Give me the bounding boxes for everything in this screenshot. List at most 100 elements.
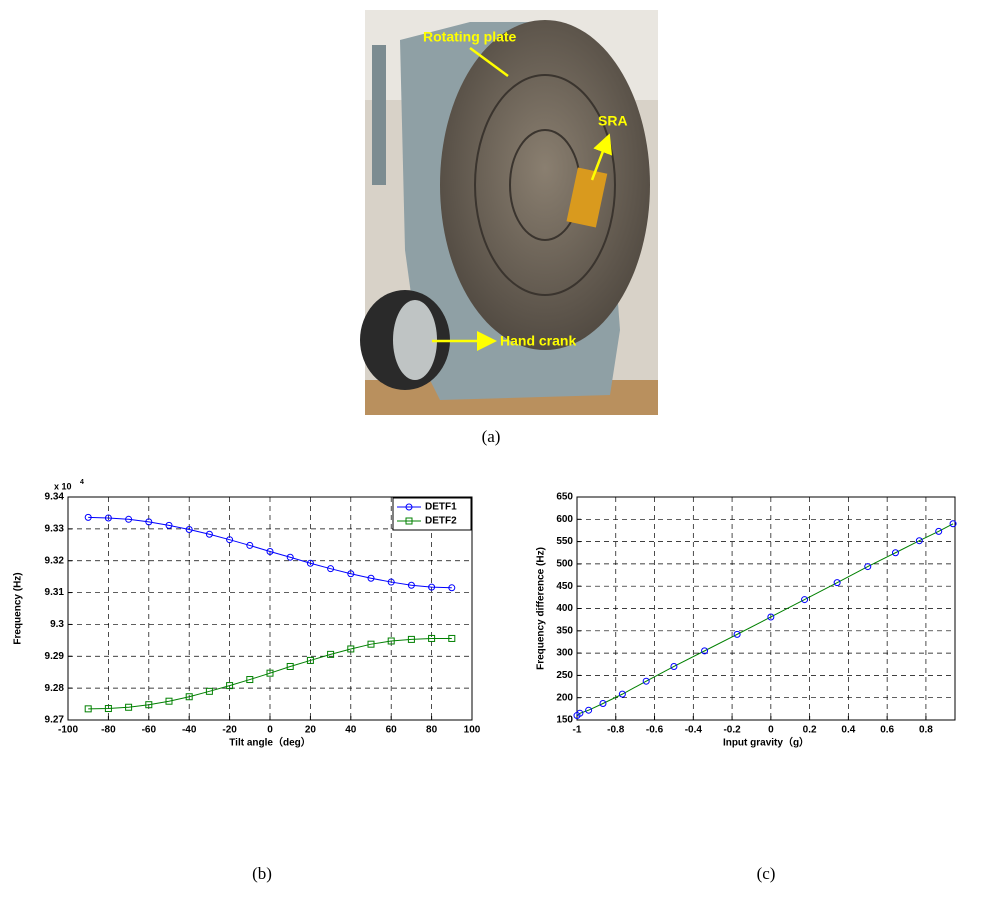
x-axis-label: Input gravity（g） (723, 736, 809, 749)
marker (599, 699, 607, 707)
plot-frame (576, 496, 956, 721)
marker (367, 574, 375, 582)
legend-marker (405, 517, 413, 525)
marker (949, 520, 957, 528)
marker (185, 525, 193, 533)
caption: (b) (252, 864, 272, 883)
y-tick-label: 200 (556, 692, 573, 703)
legend-label: DETF1 (425, 502, 457, 513)
marker (347, 570, 355, 578)
caption: (c) (757, 864, 776, 883)
arrow (469, 46, 509, 78)
y-axis-label: Frequency difference (Hz) (536, 547, 547, 670)
x-tick-label: 20 (305, 725, 317, 736)
x-axis-label: Tilt angle（deg） (229, 736, 311, 749)
x-tick-label: 40 (345, 725, 357, 736)
x-tick-label: -0.2 (723, 725, 741, 736)
x-tick-label: -60 (142, 725, 157, 736)
marker (327, 565, 335, 573)
marker (286, 662, 294, 670)
y-tick-label: 9.34 (45, 492, 65, 503)
marker (205, 530, 213, 538)
rotating-plate (440, 20, 650, 350)
y-tick-label: 300 (556, 648, 573, 659)
marker (286, 553, 294, 561)
marker (145, 701, 153, 709)
marker (84, 705, 92, 713)
marker (246, 541, 254, 549)
y-tick-label: 250 (556, 670, 573, 681)
marker (864, 563, 872, 571)
y-tick-label: 400 (556, 603, 573, 614)
y-tick-label: 350 (556, 625, 573, 636)
plate-ring (474, 74, 616, 296)
sra-board (566, 167, 608, 228)
marker (347, 645, 355, 653)
annotation: Rotating plate (423, 29, 517, 45)
marker (585, 706, 593, 714)
marker (935, 527, 943, 535)
marker (226, 536, 234, 544)
marker (407, 581, 415, 589)
y-tick-label: 9.32 (45, 555, 65, 566)
legend-label: DETF2 (425, 516, 457, 527)
x-tick-label: 0.6 (880, 725, 894, 736)
x-tick-label: -100 (58, 725, 78, 736)
marker (701, 647, 709, 655)
y-tick-label: 9.29 (45, 651, 65, 662)
y-tick-label: 9.27 (45, 715, 65, 726)
marker (266, 669, 274, 677)
marker (618, 690, 626, 698)
marker (185, 693, 193, 701)
x-tick-label: 100 (464, 725, 481, 736)
marker (205, 687, 213, 695)
crank-dial (393, 300, 437, 380)
arrow (590, 133, 613, 181)
lever (372, 45, 386, 185)
plot-frame (67, 496, 473, 721)
y-tick-label: 9.33 (45, 523, 65, 534)
marker (125, 703, 133, 711)
marker (733, 630, 741, 638)
x-tick-label: -0.8 (607, 725, 625, 736)
marker (84, 513, 92, 521)
legend-marker (405, 503, 413, 511)
marker (246, 676, 254, 684)
x-tick-label: -20 (222, 725, 237, 736)
marker (448, 584, 456, 592)
x-tick-label: 0 (267, 725, 273, 736)
marker (266, 547, 274, 555)
axis-multiplier: x 10 (54, 481, 72, 491)
annotation: SRA (598, 113, 628, 129)
marker (428, 634, 436, 642)
legend-box (392, 497, 472, 531)
marker (306, 656, 314, 664)
y-tick-label: 9.28 (45, 683, 65, 694)
y-axis-label: Frequency (Hz) (13, 572, 24, 644)
marker (801, 596, 809, 604)
marker (165, 697, 173, 705)
marker (145, 518, 153, 526)
marker (407, 635, 415, 643)
x-tick-label: 0 (768, 725, 774, 736)
x-tick-label: -0.4 (685, 725, 703, 736)
series-line (576, 523, 954, 716)
marker (104, 705, 112, 713)
x-tick-label: -80 (101, 725, 116, 736)
y-tick-label: 450 (556, 581, 573, 592)
x-tick-label: 0.8 (919, 725, 933, 736)
marker (428, 583, 436, 591)
x-tick-label: 60 (386, 725, 398, 736)
y-tick-label: 650 (556, 492, 573, 503)
x-tick-label: -0.6 (646, 725, 664, 736)
x-tick-label: 0.2 (803, 725, 817, 736)
marker (642, 677, 650, 685)
y-tick-label: 9.3 (50, 619, 64, 630)
x-tick-label: -40 (182, 725, 197, 736)
marker (576, 709, 584, 717)
annotation: Hand crank (500, 333, 576, 349)
marker (165, 521, 173, 529)
marker (448, 634, 456, 642)
